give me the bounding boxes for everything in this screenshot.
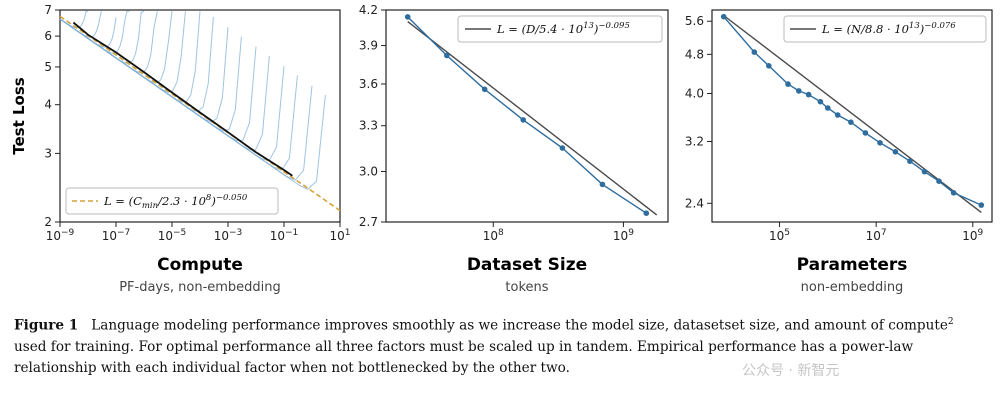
parameters-legend-box: [783, 15, 987, 43]
dataset-y-tick-label: 3.3: [359, 119, 378, 133]
parameters-x-tick-label: 107: [866, 228, 887, 243]
compute-y-tick-label: 5: [44, 60, 52, 74]
parameters-x-axis-subtitle: non-embedding: [801, 280, 904, 295]
compute-y-axis-label: Test Loss: [10, 77, 28, 155]
dataset-data-point: [643, 210, 650, 216]
dataset-panel: 108 109 2.7 3.0 3.3 3.6 3.9 4.2 L = (D/5.4 · 10…: [359, 3, 669, 295]
dataset-x-tick-label: 108: [483, 228, 504, 243]
compute-legend: L = (Cmin/2.3 · 108)−0.050: [65, 187, 279, 215]
dataset-data-point: [444, 52, 450, 59]
dataset-data-point: [520, 117, 526, 123]
compute-ticks: 10−9 10−7 10−5 10−3 10−1 101 2 3 4 5 6 7: [44, 3, 350, 243]
compute-y-tick-label: 3: [44, 146, 52, 160]
compute-legend-box: [65, 187, 279, 215]
compute-training-curve: [59, 18, 326, 191]
compute-series: [59, 15, 341, 212]
parameters-panel: 105 107 109 2.4 3.2 4.0 4.8 5.6 L = (N/8.8 · 10…: [685, 9, 993, 295]
dataset-legend: L = (D/5.4 · 1013)−0.095: [457, 15, 663, 43]
parameters-x-axis-title: Parameters: [797, 255, 908, 275]
parameters-series-line: [723, 16, 982, 206]
parameters-data-point: [921, 168, 928, 175]
parameters-legend: L = (N/8.8 · 1013)−0.076: [783, 15, 987, 43]
dataset-ticks: 108 109 2.7 3.0 3.3 3.6 3.9 4.2: [359, 3, 634, 243]
compute-x-tick-label: 10−1: [270, 228, 299, 243]
parameters-ticks: 105 107 109 2.4 3.2 4.0 4.8 5.6: [685, 14, 984, 243]
dataset-series-line: [407, 21, 658, 216]
dataset-data-point: [599, 181, 606, 188]
parameters-data-point: [936, 178, 942, 184]
compute-x-tick-label: 10−5: [158, 228, 187, 243]
parameters-data-point: [848, 119, 854, 125]
parameters-data-point: [805, 91, 812, 98]
dataset-y-tick-label: 3.0: [359, 164, 378, 178]
dataset-x-axis-title: Dataset Size: [467, 255, 587, 275]
compute-y-tick-label: 6: [44, 29, 52, 43]
parameters-data-point: [862, 130, 869, 136]
parameters-data-point: [834, 112, 841, 118]
parameters-series: [720, 13, 985, 213]
caption-text-1: Language modeling performance improves s…: [91, 317, 948, 334]
parameters-data-point: [766, 63, 772, 69]
compute-x-tick-label: 101: [329, 228, 350, 243]
dataset-y-tick-label: 4.2: [359, 3, 378, 17]
dataset-y-tick-label: 3.9: [359, 39, 378, 53]
compute-x-axis-title: Compute: [157, 255, 243, 275]
parameters-legend-text: L = (N/8.8 · 1013)−0.076: [821, 21, 956, 36]
parameters-data-point: [950, 190, 957, 196]
parameters-data-point: [907, 158, 913, 164]
compute-legend-text: L = (Cmin/2.3 · 108)−0.050: [103, 193, 248, 211]
parameters-data-point: [877, 140, 883, 146]
parameters-y-tick-label: 2.4: [685, 196, 704, 210]
parameters-data-point: [796, 88, 802, 94]
dataset-legend-box: [457, 15, 663, 43]
dataset-data-point: [481, 86, 488, 93]
parameters-x-tick-label: 109: [962, 228, 983, 243]
dataset-series: [404, 14, 658, 216]
watermark: 公众号 · 新智元: [742, 363, 840, 379]
parameters-data-point: [825, 105, 831, 111]
compute-x-tick-label: 10−3: [214, 228, 243, 243]
dataset-y-tick-label: 2.7: [359, 215, 378, 229]
parameters-data-point: [751, 49, 758, 55]
compute-x-tick-label: 10−7: [102, 228, 131, 243]
parameters-data-point: [817, 98, 824, 105]
dataset-x-axis-subtitle: tokens: [505, 280, 548, 295]
parameters-y-tick-label: 4.8: [685, 47, 704, 61]
compute-x-axis-subtitle: PF-days, non-embedding: [119, 280, 281, 295]
compute-y-tick-label: 7: [44, 3, 52, 17]
parameters-y-tick-label: 5.6: [685, 14, 704, 28]
compute-series-line: [72, 21, 293, 177]
parameters-data-point: [978, 202, 985, 208]
caption-text-2: used for training. For optimal performan…: [14, 338, 914, 376]
parameters-y-tick-label: 4.0: [685, 87, 704, 101]
dataset-legend-text: L = (D/5.4 · 1013)−0.095: [496, 21, 630, 36]
parameters-data-point: [892, 149, 899, 155]
dataset-y-tick-label: 3.6: [359, 77, 378, 91]
dataset-data-point: [559, 145, 566, 151]
compute-y-tick-label: 4: [44, 98, 52, 112]
compute-y-tick-label: 2: [44, 215, 52, 229]
caption-footnote: 2: [947, 317, 954, 327]
parameters-data-point: [720, 13, 727, 20]
dataset-x-tick-label: 109: [613, 228, 634, 243]
dataset-data-point: [404, 14, 411, 20]
parameters-data-point: [785, 81, 791, 87]
compute-x-tick-label: 10−9: [46, 228, 75, 243]
caption-label: Figure 1: [14, 317, 79, 334]
parameters-x-tick-label: 105: [769, 228, 790, 243]
figure-caption: Figure 1 Language modeling performance i…: [14, 312, 986, 379]
parameters-y-tick-label: 3.2: [685, 134, 704, 148]
